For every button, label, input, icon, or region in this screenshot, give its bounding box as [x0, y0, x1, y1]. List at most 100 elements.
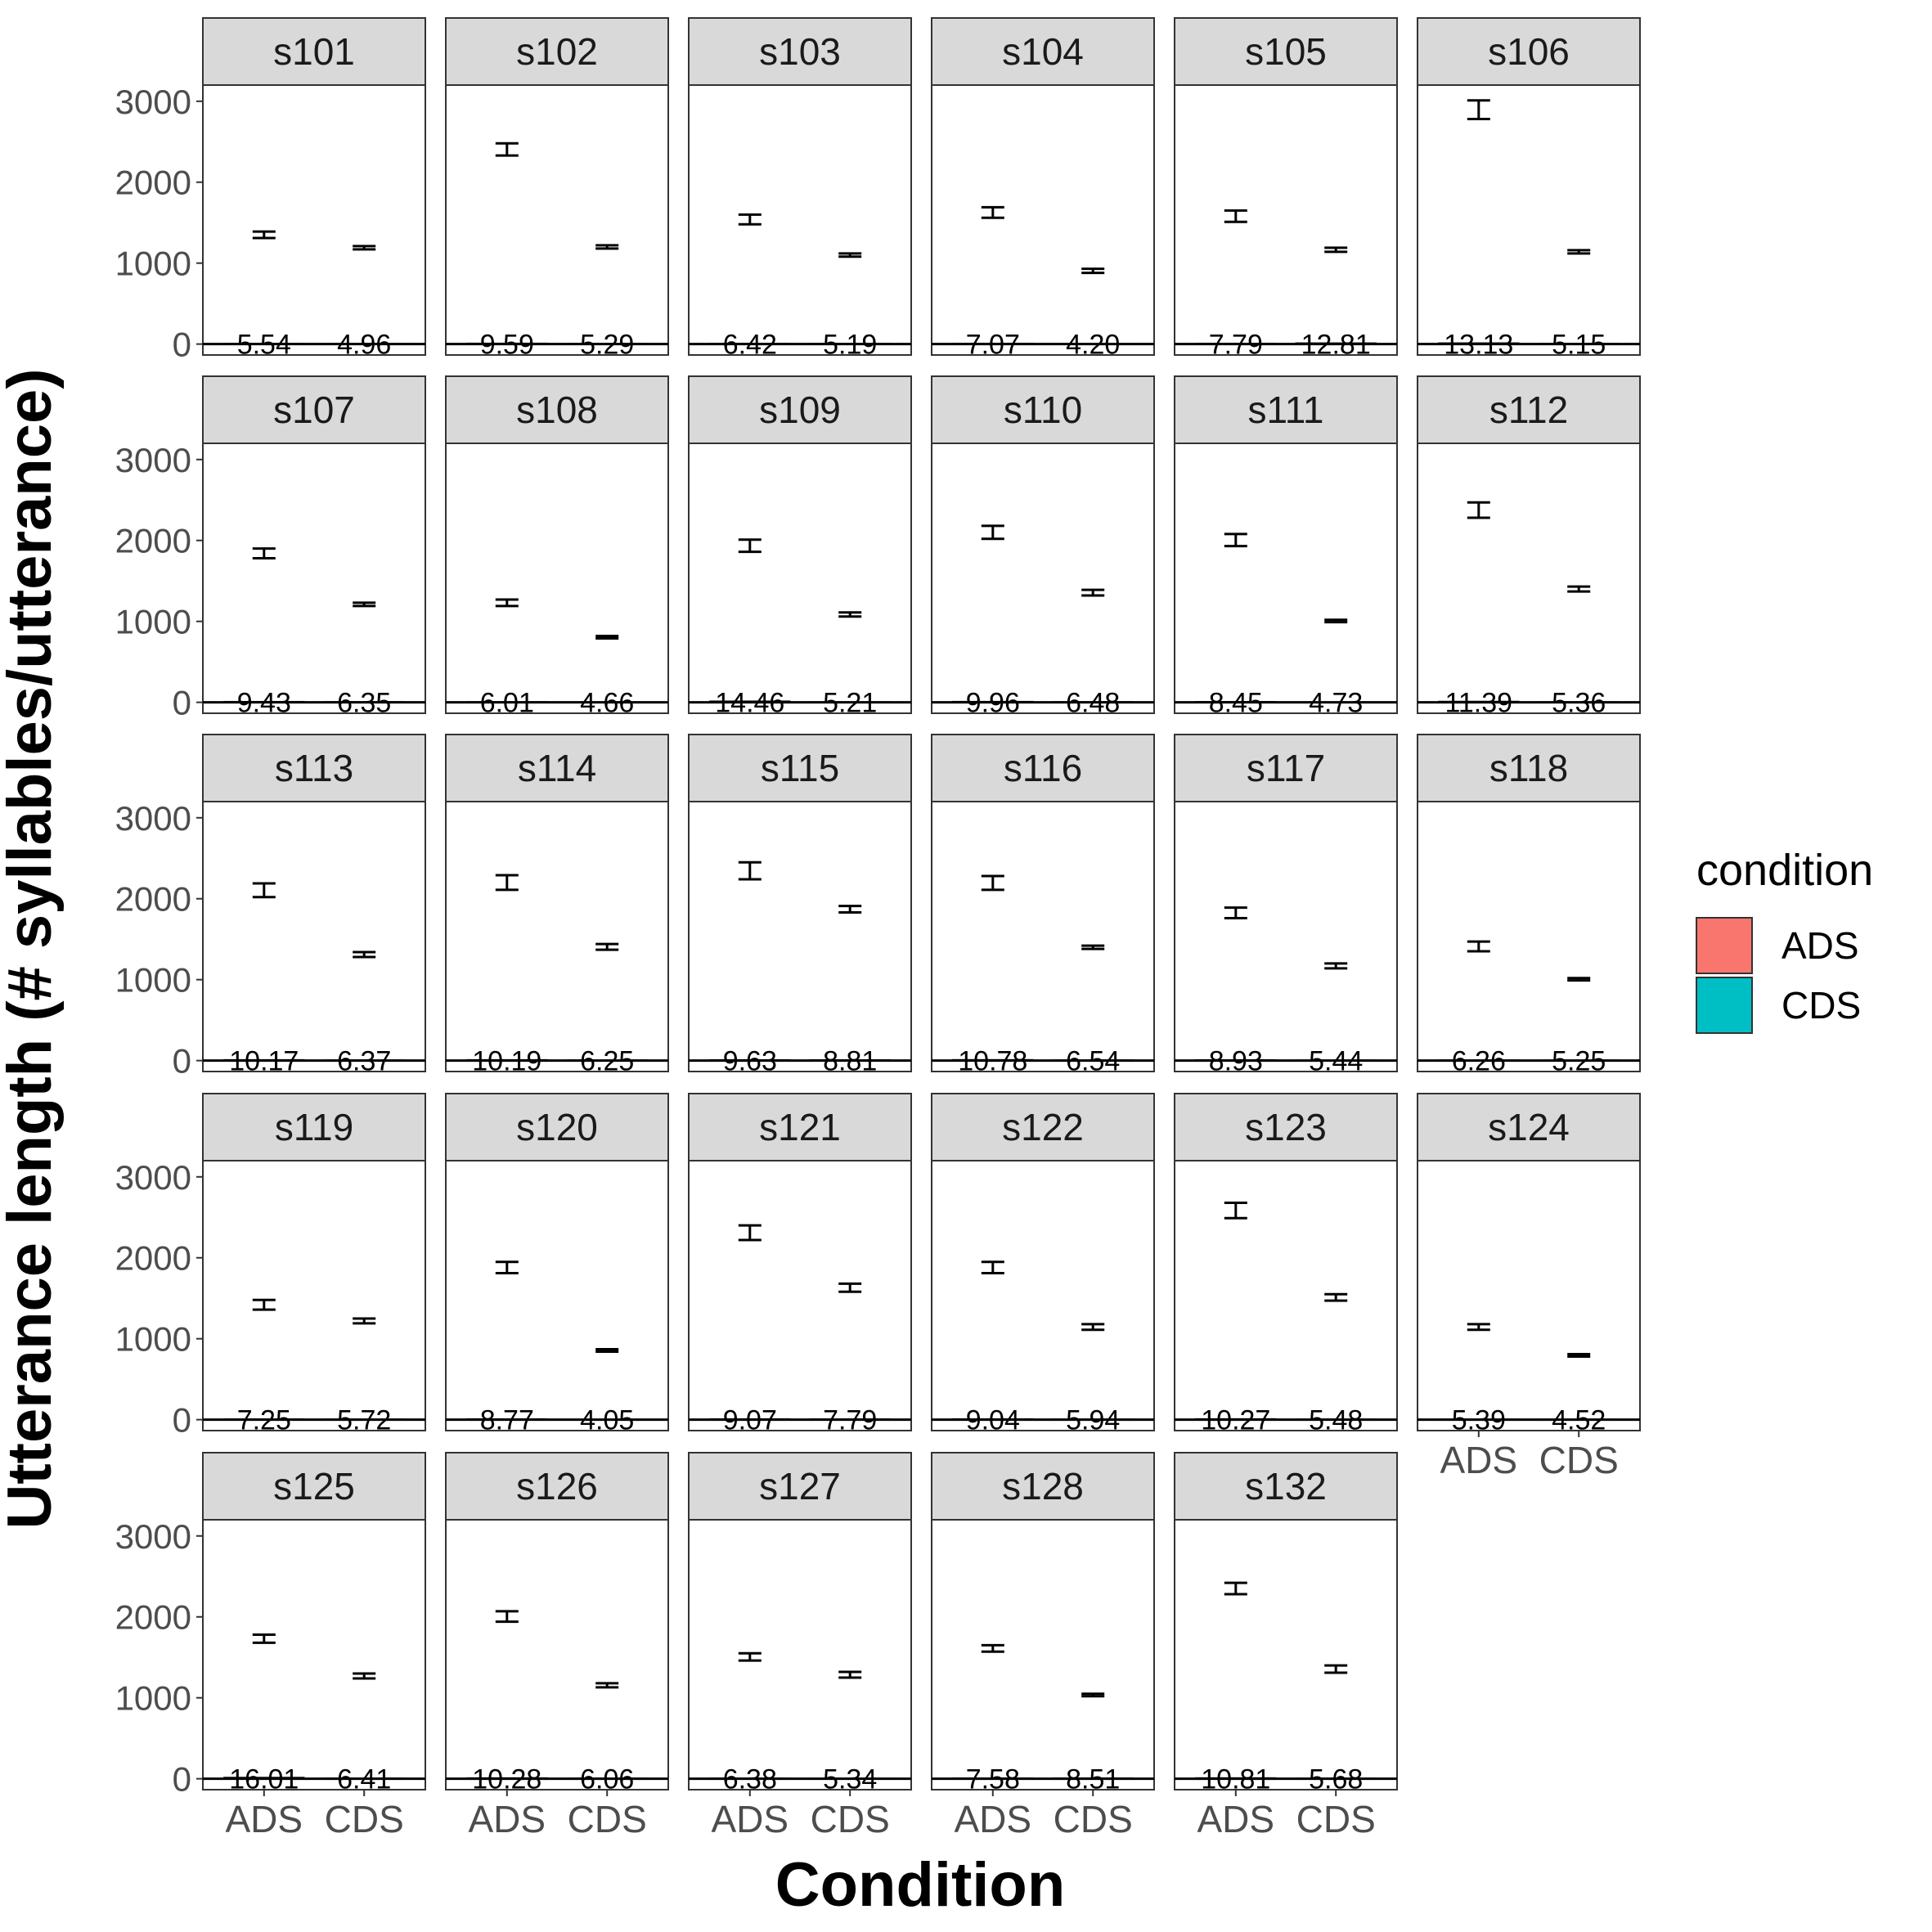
facet-panel-s109: s109 14.46 5.21: [688, 375, 912, 719]
error-bar-s124-ads: [1467, 1323, 1490, 1332]
error-bar-s122-ads: [981, 1260, 1004, 1275]
ytick-label-s119-1000: 1000: [115, 1320, 191, 1359]
strip-label-s116: s116: [1004, 747, 1082, 789]
ytick-label-s107-0: 0: [173, 684, 191, 722]
strip-s118: [1417, 734, 1641, 802]
strip-label-s114: s114: [518, 747, 596, 789]
panel-body-s111: [1174, 443, 1398, 714]
strip-s122: [931, 1093, 1155, 1161]
facet-panel-s122: s122 9.04 5.94: [931, 1093, 1155, 1436]
ytick-label-s125-3000: 3000: [115, 1517, 191, 1556]
ytick-label-s113-3000: 3000: [115, 799, 191, 838]
ytick-label-s125-0: 0: [173, 1760, 191, 1799]
panel-body-s101: [202, 84, 426, 356]
strip-s103: [688, 17, 912, 86]
error-bar-s111-ads: [1224, 532, 1247, 548]
error-bar-s117-ads: [1224, 906, 1247, 919]
error-bar-s126-ads: [495, 1610, 519, 1624]
strip-label-s117: s117: [1247, 747, 1325, 789]
error-bar-s108-ads: [495, 598, 519, 608]
error-bar-s123-ads: [1224, 1201, 1247, 1220]
bar-label-s123-cds: 5.48: [1309, 1405, 1363, 1436]
y-axis-title: Utterance length (# syllables/utterance): [0, 368, 65, 1529]
strip-s112: [1417, 375, 1641, 444]
bar-label-s117-ads: 8.93: [1209, 1046, 1263, 1077]
strip-label-s105: s105: [1245, 30, 1327, 73]
legend-label-ads: ADS: [1781, 924, 1859, 967]
bar-label-s108-ads: 6.01: [480, 688, 534, 719]
error-bar-s104-ads: [981, 205, 1004, 219]
bar-label-s114-ads: 10.19: [472, 1046, 541, 1077]
strip-s119: [202, 1093, 426, 1161]
strip-s127: [688, 1452, 912, 1521]
facet-panel-s102: s102 9.59 5.29: [445, 17, 669, 361]
error-bar-s118-ads: [1467, 940, 1490, 953]
panel-body-s113: [202, 801, 426, 1072]
error-bar-s105-cds: [1324, 246, 1348, 254]
facet-panel-s107: s107 9.43 6.35 0 1000 2000 3000: [115, 375, 426, 722]
panel-body-s103: [688, 84, 912, 356]
strip-s105: [1174, 17, 1398, 86]
panel-body-s115: [688, 801, 912, 1072]
facet-panel-s111: s111 8.45 4.73: [1174, 375, 1398, 719]
error-bar-s101-cds: [353, 245, 376, 251]
strip-s101: [202, 17, 426, 86]
ytick-label-s125-1000: 1000: [115, 1679, 191, 1718]
bar-label-s113-ads: 10.17: [229, 1046, 299, 1077]
legend-title: condition: [1696, 846, 1873, 895]
facet-panel-s113: s113 10.17 6.37 0 1000 2000 3000: [115, 734, 426, 1081]
xtick-label-s124-cds: CDS: [1539, 1439, 1619, 1481]
panel-body-s109: [688, 443, 912, 714]
strip-label-s123: s123: [1245, 1106, 1327, 1148]
facet-panel-s115: s115 9.63 8.81: [688, 734, 912, 1077]
bar-label-s121-cds: 7.79: [823, 1405, 877, 1436]
error-bar-s113-ads: [252, 882, 276, 899]
panel-body-s107: [202, 443, 426, 714]
error-bar-s103-cds: [838, 252, 862, 258]
strip-s116: [931, 734, 1155, 802]
error-bar-s111-cds: [1324, 618, 1348, 624]
error-bar-s104-cds: [1081, 267, 1105, 275]
panel-body-s125: [202, 1519, 426, 1790]
bar-label-s107-cds: 6.35: [337, 688, 391, 719]
bar-label-s103-ads: 6.42: [723, 330, 777, 361]
error-bar-s107-cds: [353, 601, 376, 608]
error-bar-s113-cds: [353, 950, 376, 959]
ytick-label-s119-2000: 2000: [115, 1239, 191, 1278]
bar-label-s110-ads: 9.96: [966, 688, 1020, 719]
bar-label-s103-cds: 5.19: [823, 330, 877, 361]
facet-panel-s112: s112 11.39 5.36: [1417, 375, 1641, 719]
panel-body-s116: [931, 801, 1155, 1072]
strip-label-s120: s120: [516, 1106, 598, 1148]
error-bar-s106-cds: [1567, 249, 1591, 255]
strip-s111: [1174, 375, 1398, 444]
strip-label-s108: s108: [516, 389, 598, 431]
bar-label-s112-cds: 5.36: [1552, 688, 1606, 719]
bar-label-s104-cds: 4.20: [1066, 330, 1120, 361]
bar-label-s104-ads: 7.07: [966, 330, 1020, 361]
facet-panel-s114: s114 10.19 6.25: [445, 734, 669, 1077]
strip-s110: [931, 375, 1155, 444]
bar-label-s105-cds: 12.81: [1301, 330, 1371, 361]
error-bar-s103-ads: [738, 213, 762, 226]
strip-label-s104: s104: [1002, 30, 1084, 73]
strip-label-s125: s125: [273, 1465, 355, 1507]
error-bar-s128-cds: [1081, 1692, 1105, 1698]
bar-label-s102-ads: 9.59: [480, 330, 534, 361]
legend-swatch-cds: [1696, 977, 1753, 1034]
strip-s114: [445, 734, 669, 802]
error-bar-s115-ads: [738, 860, 762, 881]
panel-body-s110: [931, 443, 1155, 714]
error-bar-s112-ads: [1467, 501, 1490, 519]
ytick-label-s113-2000: 2000: [115, 880, 191, 919]
strip-label-s109: s109: [759, 389, 841, 431]
bar-label-s105-ads: 7.79: [1209, 330, 1263, 361]
error-bar-s101-ads: [252, 230, 276, 240]
error-bar-s119-cds: [353, 1317, 376, 1325]
error-bar-s125-ads: [252, 1633, 276, 1644]
